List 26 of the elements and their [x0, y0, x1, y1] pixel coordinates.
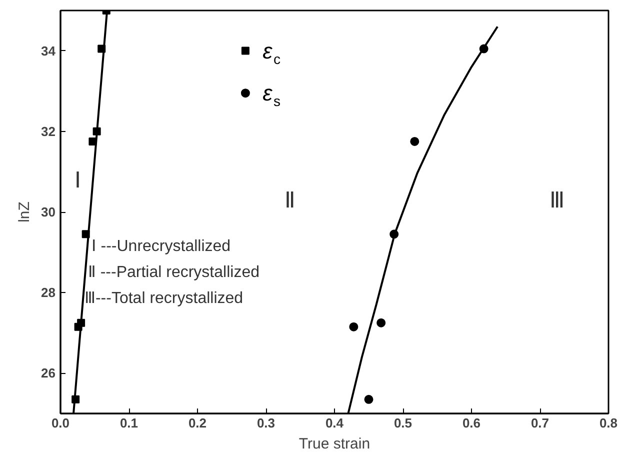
point — [376, 318, 386, 328]
point — [410, 136, 420, 146]
y-tick-label: 28 — [41, 285, 56, 300]
y-tick-label: 26 — [41, 366, 56, 381]
point — [349, 322, 358, 332]
annotation: Ⅲ — [550, 187, 565, 212]
x-tick-label: 0.5 — [394, 416, 412, 430]
x-tick-label: 0.3 — [256, 416, 276, 430]
x-tick-label: 0.1 — [120, 416, 138, 430]
annotation: Ⅰ — [74, 167, 81, 192]
x-axis-title: True strain — [298, 436, 370, 452]
x-tick-label: 0.8 — [599, 416, 618, 430]
y-tick-label: 30 — [41, 204, 56, 220]
x-tick-label: 0.0 — [51, 416, 70, 430]
x-tick-label: 0.2 — [188, 416, 207, 430]
annotation: Ⅱ ---Partial recrystallized — [88, 264, 260, 281]
point — [364, 394, 374, 404]
y-axis-title: lnZ — [16, 202, 34, 222]
x-tick-label: 0.6 — [462, 416, 481, 430]
x-tick-label: 0.4 — [325, 416, 344, 430]
annotation: Ⅲ---Total recrystallized — [84, 290, 244, 308]
y-tick-label: 34 — [41, 43, 56, 58]
annotation: Ⅰ ---Unrecrystallized — [91, 238, 231, 255]
x-tick-label: 0.7 — [530, 416, 550, 430]
y-tick-label: 32 — [41, 124, 56, 139]
annotation: Ⅱ — [284, 187, 296, 212]
